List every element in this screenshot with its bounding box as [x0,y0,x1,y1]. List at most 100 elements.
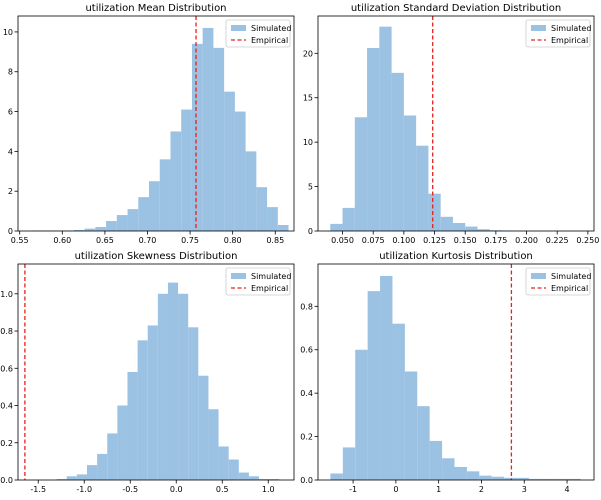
axes-frame [317,263,595,481]
legend-swatch-simulated [231,25,246,31]
histogram-bar [56,479,67,480]
histogram-bar [479,475,492,480]
y-tick-label: 20 [303,49,313,58]
legend-label-simulated: Simulated [251,24,291,33]
y-tick-label: 0.2 [300,433,313,442]
histogram-bar [167,282,179,480]
histogram-bar [367,291,381,480]
x-tick-label: 0 [393,485,398,494]
histogram-bar [198,375,209,480]
histogram-bar [440,216,453,231]
x-tick-label: 0.150 [454,236,477,245]
histogram-bar [491,476,505,480]
legend: Simulated Empirical [225,19,291,48]
x-tick-label: 0.65 [96,236,114,245]
histogram-bar [367,47,380,232]
histogram-bar [178,293,189,480]
histogram-bar [342,447,356,480]
y-tick-label: 15 [303,94,313,103]
histogram-bar [392,323,405,480]
histogram-bar [452,223,466,231]
chart-title: utilization Kurtosis Distribution [379,251,533,262]
legend-label-empirical: Empirical [251,284,288,293]
histogram-bar [107,433,118,480]
histogram-bar [516,477,529,480]
histogram-bar [228,459,239,480]
chart-title: utilization Mean Distribution [85,3,226,14]
histogram-bar [106,221,117,231]
x-tick-label: 0.5 [216,485,229,494]
x-tick-label: 2 [479,485,484,494]
x-tick-label: 0.70 [139,236,157,245]
legend-swatch-simulated [231,273,246,279]
histogram-bar [208,409,219,480]
y-tick-label: 10 [303,138,313,147]
legend: Simulated Empirical [225,267,291,296]
histogram-bar [147,325,158,480]
x-tick-label: -1.0 [76,485,92,494]
histogram-bar [380,275,393,480]
axes-frame [17,263,295,481]
histogram-bar [442,458,455,480]
y-tick-label: 0.4 [300,389,313,398]
x-tick-label: 0.100 [392,236,415,245]
x-tick-label: 0.75 [181,236,199,245]
y-tick-label: 0 [8,227,13,236]
histogram-bar [267,207,278,231]
y-tick-label: 10 [3,28,13,37]
legend-label-simulated: Simulated [551,272,591,281]
histogram-bar [157,293,168,480]
histogram-bar [465,226,478,231]
histogram-bar [466,471,480,480]
histogram-bar [541,478,554,480]
y-tick-label: 0.8 [0,327,13,336]
x-tick-label: 1.0 [262,485,275,494]
histogram-bar [191,43,203,232]
histogram-bar [248,476,260,480]
legend-label-simulated: Simulated [551,24,591,33]
histogram-bar [355,349,368,480]
x-tick-label: 1 [436,485,441,494]
histogram-bar [256,187,268,231]
x-tick-label: -1.5 [30,485,46,494]
y-tick-label: 0.4 [0,402,13,411]
x-tick-label: 0.225 [546,236,569,245]
histogram-bar [181,109,192,231]
subplot-4: utilization Kurtosis Distribution -1 0 1 2 3 4… [300,251,595,494]
histogram-bar [188,327,199,480]
histogram-bar [170,131,182,231]
histogram-bar [234,111,246,231]
histogram-bar [504,477,517,480]
y-tick-label: 8 [8,68,13,77]
histogram-bar [269,479,280,480]
histogram-bar [259,479,270,480]
chart-title: utilization Skewness Distribution [75,251,238,262]
x-tick-label: 0.55 [11,236,29,245]
histogram-bar [213,47,225,231]
histogram-bar [127,372,138,480]
histogram-bar [567,478,581,480]
x-tick-label: 0.85 [266,236,284,245]
chart-title: utilization Standard Deviation Distribut… [351,3,561,14]
histogram-bar [218,446,229,480]
histogram-bar [391,72,404,231]
histogram-bar [454,466,467,480]
x-tick-label: -0.5 [122,485,138,494]
histogram-bar [428,193,441,231]
x-tick-label: 0.075 [362,236,385,245]
histogram-bar [224,91,235,232]
x-tick-label: 0.175 [484,236,507,245]
histogram-bar [403,115,417,231]
x-tick-label: 0.80 [224,236,242,245]
y-tick-label: 0 [308,227,313,236]
legend-label-empirical: Empirical [551,284,588,293]
histogram-bar [117,405,128,480]
x-tick-label: 0.050 [331,236,354,245]
subplot-3: utilization Skewness Distribution -1.5 -1.… [0,251,295,494]
histogram-bar [84,228,96,231]
x-tick-label: 3 [522,485,527,494]
histogram-bar [277,225,289,231]
y-tick-label: 0.2 [0,439,13,448]
histogram-bar [159,159,171,231]
